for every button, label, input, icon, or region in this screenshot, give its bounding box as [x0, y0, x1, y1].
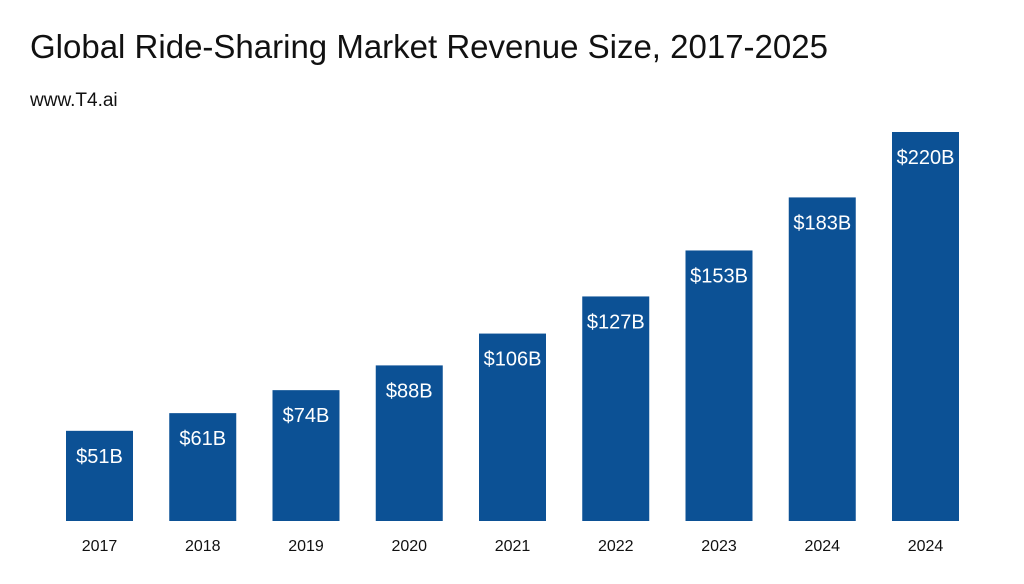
bar-2019: [272, 390, 340, 521]
data-label: $61B: [179, 428, 226, 450]
data-label: $127B: [587, 311, 645, 333]
data-label: $183B: [793, 212, 851, 234]
data-label: $106B: [484, 349, 542, 371]
chart-subtitle: www.T4.ai: [30, 90, 118, 111]
x-tick-label: 2020: [391, 538, 427, 555]
data-label: $153B: [690, 265, 748, 287]
bar-2024: [788, 197, 856, 521]
bar-2024: [892, 132, 959, 521]
bar-2020: [375, 365, 443, 521]
data-label: $51B: [76, 446, 123, 468]
x-tick-label: 2024: [804, 538, 840, 555]
chart-title: Global Ride-Sharing Market Revenue Size,…: [30, 28, 828, 65]
x-tick-label: 2023: [701, 538, 737, 555]
bar-2023: [685, 250, 753, 521]
data-label: $220B: [897, 147, 955, 169]
x-tick-label: 2018: [185, 538, 221, 555]
bar-2018: [169, 413, 237, 521]
x-tick-label: 2021: [495, 538, 531, 555]
bar-2021: [479, 333, 546, 521]
x-tick-label: 2019: [288, 538, 324, 555]
bar-2022: [582, 296, 650, 521]
x-tick-label: 2022: [598, 538, 634, 555]
x-tick-label: 2024: [908, 538, 944, 555]
data-label: $88B: [386, 380, 433, 402]
bar-2017: [66, 430, 133, 521]
x-tick-label: 2017: [82, 538, 118, 555]
data-label: $74B: [283, 405, 330, 427]
